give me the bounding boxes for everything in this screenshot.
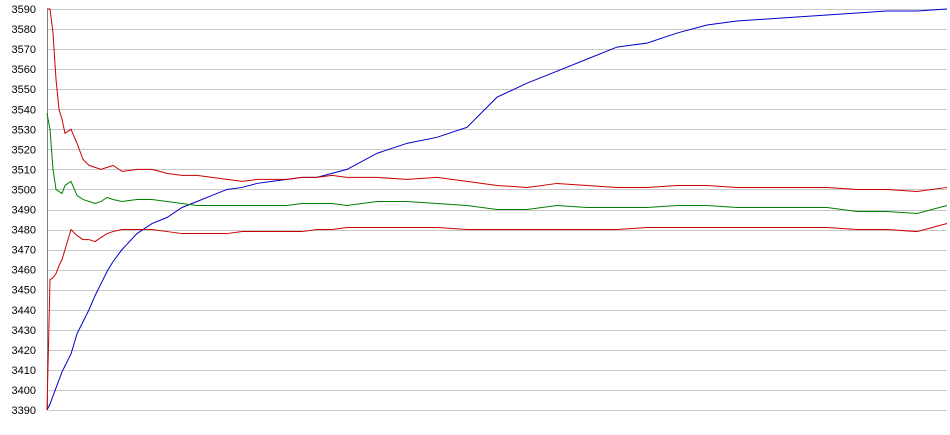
series-line-2 (47, 8, 948, 192)
y-tick-label: 3590 (12, 4, 36, 16)
y-tick-label: 3430 (12, 325, 36, 337)
y-tick-label: 3570 (12, 44, 36, 56)
gridlines (47, 9, 947, 411)
y-tick-label: 3420 (12, 345, 36, 357)
series-line-3 (46, 113, 948, 215)
y-tick-label: 3470 (12, 245, 36, 257)
y-tick-label: 3510 (12, 164, 36, 176)
y-tick-label: 3450 (12, 285, 36, 297)
series-line-4 (46, 223, 948, 411)
y-tick-label: 3490 (12, 205, 36, 217)
y-tick-label: 3460 (12, 265, 36, 277)
y-tick-label: 3580 (12, 24, 36, 36)
y-tick-label: 3530 (12, 124, 36, 136)
series-line-1 (46, 8, 948, 411)
y-tick-label: 3550 (12, 84, 36, 96)
y-tick-label: 3500 (12, 184, 36, 196)
y-tick-label: 3540 (12, 104, 36, 116)
y-tick-label: 3560 (12, 64, 36, 76)
y-tick-label: 3390 (12, 405, 36, 417)
y-tick-label: 3520 (12, 144, 36, 156)
series-lines (46, 8, 948, 411)
y-tick-label: 3400 (12, 385, 36, 397)
y-tick-label: 3440 (12, 305, 36, 317)
y-tick-label: 3410 (12, 365, 36, 377)
y-tick-label: 3480 (12, 225, 36, 237)
y-tick-labels: 3390 3400 3410 3420 3430 3440 3450 3460 3470 3480… (12, 4, 36, 417)
